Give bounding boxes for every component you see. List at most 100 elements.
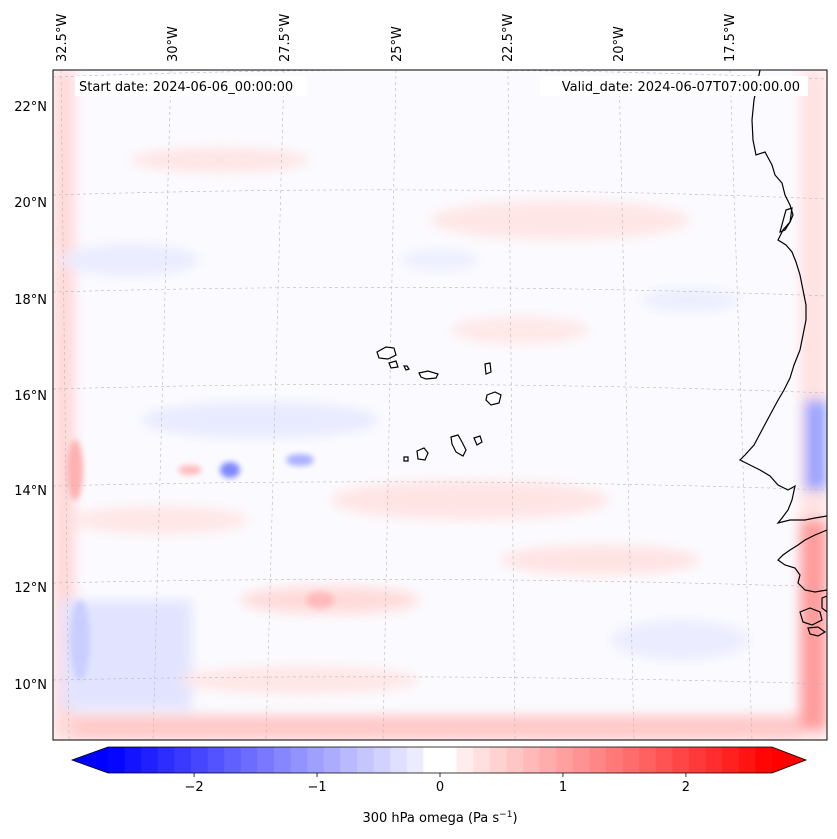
field-patch: [640, 288, 740, 312]
island-boa-vista: [485, 391, 502, 406]
island-sao-nicolau: [418, 370, 439, 380]
lat-gridline: [53, 287, 827, 297]
colorbar-cell: [689, 747, 707, 773]
valid-date-box: [540, 76, 808, 96]
colorbar-cell: [390, 747, 408, 773]
colorbar-cell: [606, 747, 624, 773]
colorbar-cell: [705, 747, 723, 773]
field-patch: [450, 316, 590, 344]
colorbar-cell: [572, 747, 590, 773]
island-maio: [473, 435, 483, 446]
colorbar-tick-label: 1: [559, 780, 567, 795]
colorbar-cell: [539, 747, 557, 773]
field-patch: [400, 250, 480, 270]
field-patch: [805, 400, 827, 490]
start-date-text: Start date: 2024-06-06_00:00:00: [79, 80, 293, 95]
lat-label: 22°N: [14, 100, 47, 115]
lon-label: 27.5°W: [278, 14, 293, 62]
island-sao-vicente: [388, 360, 399, 369]
colorbar-cell: [639, 747, 657, 773]
lon-gridline: [729, 70, 753, 740]
lat-labels: 22°N 20°N 18°N 16°N 14°N 12°N 10°N: [14, 100, 47, 693]
africa-coastline: [738, 70, 827, 525]
colorbar-cell: [589, 747, 607, 773]
lon-label: 22.5°W: [501, 14, 516, 62]
colorbar-cell: [622, 747, 640, 773]
start-date-box: [75, 76, 307, 96]
lon-gridline: [382, 70, 397, 740]
colorbar-tick-label: −1: [307, 780, 326, 795]
colorbar-cell: [489, 747, 507, 773]
colorbar-cell: [141, 747, 159, 773]
colorbar-cells: [72, 747, 806, 773]
lon-gridline: [507, 70, 516, 740]
lon-label: 20°W: [612, 26, 627, 62]
colorbar-cell: [124, 747, 142, 773]
colorbar-tick-label: −2: [184, 780, 203, 795]
lon-gridline: [60, 70, 70, 740]
lat-gridline: [53, 384, 827, 394]
coast-fragment: [779, 207, 793, 234]
colorbar-cell: [191, 747, 209, 773]
colorbar-cell: [290, 747, 308, 773]
lat-gridline: [53, 579, 827, 588]
colorbar-cell: [274, 747, 292, 773]
colorbar-cell: [722, 747, 740, 773]
field-patch: [130, 148, 310, 172]
colorbar-ticks: −2 −1 0 1 2: [184, 773, 690, 795]
lat-label: 20°N: [14, 196, 47, 211]
colorbar-cell: [340, 747, 358, 773]
field-patch: [53, 70, 75, 740]
valid-date-text: Valid_date: 2024-06-07T07:00:00.00: [562, 80, 800, 95]
field-patch: [67, 440, 83, 500]
colorbar-cell: [738, 747, 756, 773]
colorbar-cell: [423, 747, 441, 773]
field-patch: [53, 715, 827, 740]
colorbar-cell: [240, 747, 258, 773]
colorbar-extend-min: [72, 747, 108, 773]
colorbar-cell: [207, 747, 225, 773]
lat-label: 14°N: [14, 484, 47, 499]
colorbar-cell: [323, 747, 341, 773]
lon-gridline: [265, 70, 285, 740]
colorbar-cell: [257, 747, 275, 773]
lat-label: 10°N: [14, 678, 47, 693]
cape-verde-islands: [376, 346, 502, 462]
colorbar: −2 −1 0 1 2 300 hPa omega (Pa s−1): [70, 746, 808, 826]
colorbar-cell: [456, 747, 474, 773]
colorbar-outline: [70, 746, 808, 774]
colorbar-tick-label: 0: [436, 780, 444, 795]
field-patch: [286, 454, 314, 466]
omega-field: [53, 70, 827, 740]
field-patch: [70, 600, 90, 680]
lat-label: 12°N: [14, 581, 47, 596]
field-patch: [306, 592, 334, 608]
colorbar-cell: [523, 747, 541, 773]
bissagos-islands: [807, 626, 827, 637]
island-santo-antao: [376, 346, 397, 360]
colorbar-cell: [224, 747, 242, 773]
lat-label: 18°N: [14, 293, 47, 308]
field-patch: [60, 244, 200, 276]
colorbar-cell: [307, 747, 325, 773]
field-patch: [330, 480, 610, 520]
lat-gridline: [53, 481, 827, 491]
island-santa-luzia: [403, 365, 410, 371]
field-patch: [180, 666, 420, 694]
colorbar-cell: [406, 747, 424, 773]
colorbar-cell: [157, 747, 175, 773]
colorbar-cell: [506, 747, 524, 773]
island-brava: [403, 456, 409, 462]
lon-gridline: [152, 70, 172, 740]
colorbar-cell: [108, 747, 126, 773]
lat-label: 16°N: [14, 389, 47, 404]
field-patch: [610, 620, 750, 660]
colorbar-cell: [357, 747, 375, 773]
lon-label: 32.5°W: [55, 14, 70, 62]
field-patch: [220, 462, 240, 478]
field-patch: [70, 506, 250, 534]
field-patch: [800, 520, 827, 730]
colorbar-cell: [440, 747, 458, 773]
graticule: [53, 70, 827, 740]
